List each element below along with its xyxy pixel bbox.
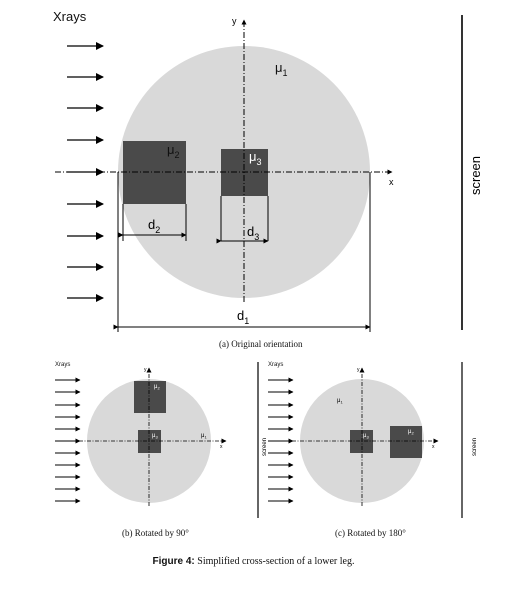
mu2-label: μ2: [408, 429, 414, 436]
screen-label: screen: [468, 156, 483, 195]
bone-mu2: [134, 381, 166, 413]
dimension-lines: [113, 172, 371, 332]
d2-label: d2: [148, 217, 160, 235]
bone-mu3: [138, 430, 161, 453]
caption-b: (b) Rotated by 90°: [122, 528, 189, 538]
figure-caption-text: Simplified cross-section of a lower leg.: [194, 556, 355, 567]
y-axis-label: y: [144, 367, 147, 373]
mu2-label: μ2: [167, 142, 180, 160]
d3-label: d3: [247, 224, 259, 242]
panel-c: Xrays y x μ1 μ2 μ3 screen: [268, 362, 478, 518]
d1-label: d1: [237, 308, 249, 326]
screen-label: screen: [472, 438, 478, 456]
x-axis-label: x: [432, 444, 435, 450]
y-axis-label: y: [357, 367, 360, 373]
panel-a: Xrays y x μ1 μ2 μ3: [53, 9, 483, 332]
figure-caption-label: Figure 4:: [152, 556, 195, 567]
mu3-label: μ3: [249, 149, 262, 167]
panel-b: Xrays y x μ1 μ2 μ3 screen: [55, 362, 268, 506]
xrays-label: Xrays: [268, 362, 283, 368]
mu3-label: μ3: [363, 433, 369, 440]
x-axis-label: x: [389, 177, 394, 187]
bone-mu2: [390, 426, 422, 458]
xrays-label: Xrays: [53, 9, 87, 24]
x-axis-label: x: [220, 444, 223, 450]
y-axis-label: y: [232, 16, 237, 26]
xray-arrows: [55, 377, 81, 504]
screen-label: screen: [262, 438, 268, 456]
mu1-label: μ1: [275, 60, 288, 78]
figure-caption: Figure 4: Simplified cross-section of a …: [0, 556, 507, 567]
xrays-label: Xrays: [55, 362, 70, 368]
xray-arrows: [268, 377, 294, 504]
mu3-label: μ3: [152, 433, 158, 440]
mu1-label: μ1: [337, 398, 343, 405]
mu1-label: μ1: [201, 433, 207, 440]
caption-a: (a) Original orientation: [219, 339, 303, 349]
mu2-label: μ2: [154, 384, 160, 391]
bone-mu3: [350, 430, 373, 453]
caption-c: (c) Rotated by 180°: [335, 528, 406, 538]
